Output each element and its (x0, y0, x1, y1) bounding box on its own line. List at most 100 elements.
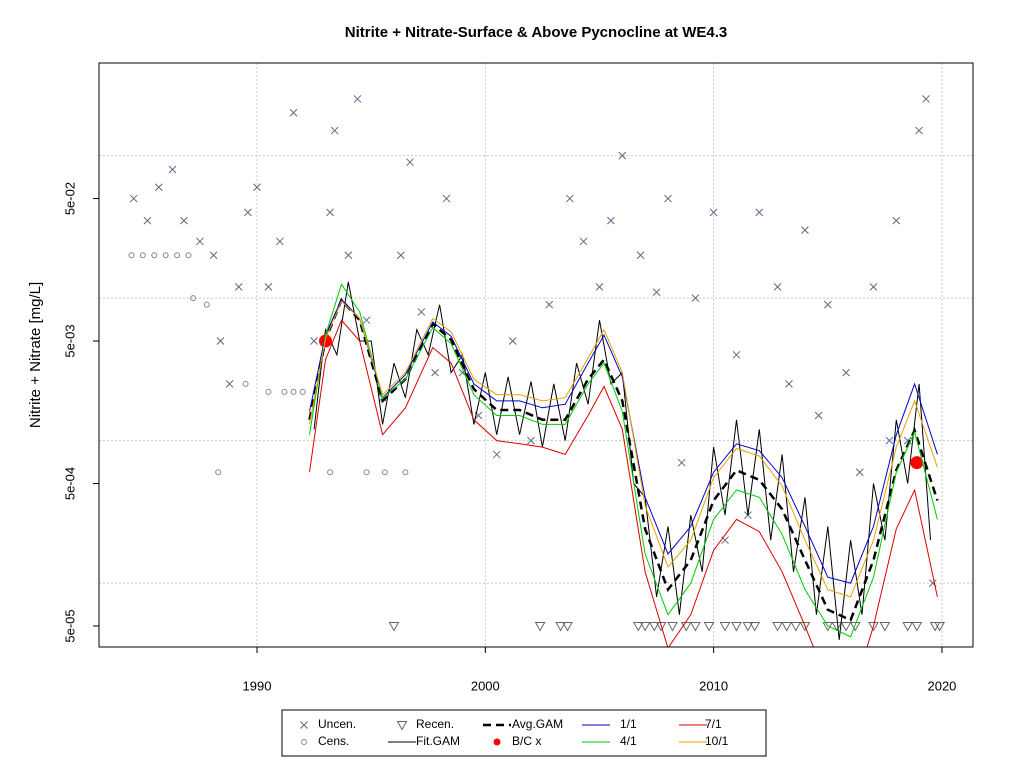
circle-marker (242, 380, 249, 387)
x-marker (492, 450, 501, 459)
x-marker (579, 237, 588, 246)
circle-marker (215, 469, 222, 476)
x-marker (225, 380, 234, 388)
x-marker (652, 288, 661, 297)
dot-marker (910, 456, 924, 470)
triangle-marker (840, 621, 852, 632)
x-marker (773, 282, 782, 291)
circle-marker (265, 388, 272, 395)
x-marker (664, 194, 672, 203)
circle-marker (185, 252, 192, 259)
triangle-marker (632, 621, 644, 632)
x-marker (636, 251, 645, 260)
legend-marker (300, 721, 308, 729)
x-marker (869, 282, 878, 291)
triangle-marker (902, 621, 914, 632)
triangle-marker (911, 621, 923, 632)
chart-title: Nitrite + Nitrate-Surface & Above Pycnoc… (345, 24, 727, 41)
circle-marker (299, 388, 306, 395)
triangle-marker (849, 621, 861, 632)
triangle-marker (749, 621, 761, 632)
x-marker (677, 458, 686, 467)
circle-marker (327, 469, 334, 476)
plot-frame (98, 62, 974, 648)
x-marker (143, 216, 152, 225)
legend-box (281, 709, 767, 757)
legend-label: Recen. (416, 717, 454, 731)
series-line (309, 319, 938, 647)
circle-marker (162, 252, 169, 259)
triangle-marker (831, 621, 843, 632)
x-marker (353, 95, 362, 103)
x-marker (855, 468, 864, 477)
circle-marker (290, 388, 297, 395)
circle-marker (174, 252, 181, 259)
legend-label: Cens. (318, 734, 349, 748)
triangle-marker (388, 621, 400, 632)
triangle-marker (790, 621, 802, 632)
series-line (309, 300, 938, 598)
triangle-marker (772, 621, 783, 632)
x-marker (431, 368, 439, 377)
triangle-marker (742, 621, 754, 632)
triangle-marker (648, 621, 660, 632)
x-marker (892, 216, 901, 225)
circle-marker (203, 301, 210, 308)
x-marker (275, 237, 284, 246)
x-marker (801, 226, 809, 235)
x-marker (129, 194, 138, 203)
x-marker (545, 300, 554, 309)
x-marker (885, 436, 894, 445)
triangle-marker (667, 621, 678, 632)
triangle-marker (680, 621, 692, 632)
x-marker (785, 380, 793, 388)
grid (99, 63, 973, 647)
triangle-marker (822, 621, 834, 632)
x-marker (234, 282, 243, 291)
legend-label: 1/1 (620, 717, 637, 731)
triangle-marker (934, 621, 946, 632)
x-marker (842, 368, 850, 377)
circle-marker (281, 388, 288, 395)
triangle-marker (555, 621, 567, 632)
triangle-marker (879, 621, 891, 632)
circle-marker (190, 295, 197, 302)
x-marker (289, 108, 298, 117)
y-tick-label: 5e-03 (62, 324, 77, 357)
legend-label: Uncen. (318, 717, 356, 731)
y-tick-label: 5e-02 (62, 182, 77, 215)
x-marker (814, 411, 823, 420)
plot-marks (128, 95, 946, 647)
triangle-marker (655, 621, 667, 632)
legend-label: 10/1 (705, 734, 729, 748)
x-marker (253, 183, 261, 192)
x-marker (362, 316, 371, 325)
x-marker (310, 337, 318, 345)
x-marker (915, 126, 923, 135)
triangle-marker (868, 621, 879, 632)
x-marker (691, 294, 700, 302)
circle-marker (151, 252, 158, 259)
x-marker (326, 208, 334, 217)
x-marker (922, 95, 930, 103)
legend-label: 4/1 (620, 734, 637, 748)
triangle-marker (719, 621, 731, 632)
x-marker (406, 158, 414, 167)
x-tick-label: 1990 (243, 678, 272, 693)
x-marker (244, 208, 252, 217)
x-marker (330, 126, 339, 135)
legend-label: Avg.GAM (512, 717, 563, 731)
x-marker (732, 350, 741, 359)
x-marker (216, 337, 225, 345)
x-marker (508, 337, 517, 345)
triangle-marker (639, 621, 651, 632)
legend-marker (493, 738, 501, 746)
legend-label: B/C x (512, 734, 541, 748)
triangle-marker (781, 621, 793, 632)
x-marker (607, 216, 615, 225)
legend-label: Fit.GAM (416, 734, 460, 748)
x-marker (823, 300, 832, 309)
circle-marker (381, 469, 388, 476)
